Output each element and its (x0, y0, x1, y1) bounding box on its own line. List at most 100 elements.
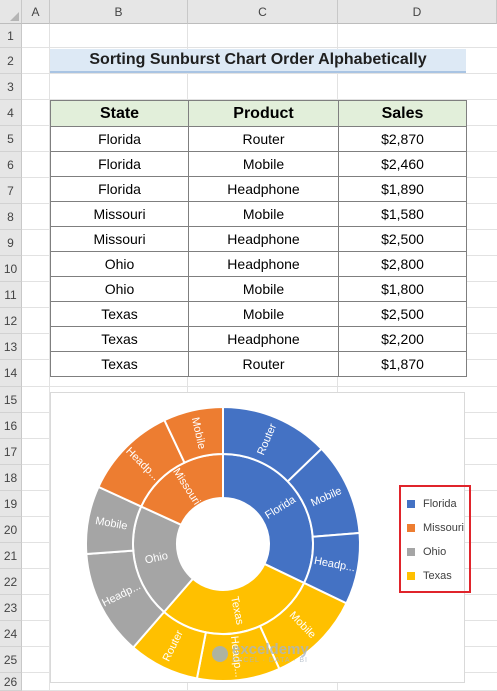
legend-item-ohio: Ohio (407, 545, 446, 559)
product-cell[interactable]: Mobile (188, 201, 339, 227)
row-header[interactable]: 24 (0, 621, 22, 647)
state-cell[interactable]: Florida (50, 176, 189, 202)
row-header[interactable]: 21 (0, 543, 22, 569)
sheet-title[interactable]: Sorting Sunburst Chart Order Alphabetica… (50, 49, 466, 73)
row-header[interactable]: 18 (0, 465, 22, 491)
exceldemy-logo-icon (212, 645, 228, 662)
legend-label: Missouri (423, 522, 464, 534)
table-row: Missouri Mobile $1,580 (50, 201, 467, 227)
legend-item-missouri: Missouri (407, 521, 464, 535)
state-cell[interactable]: Texas (50, 326, 189, 352)
legend-swatch (407, 572, 415, 580)
row-header[interactable]: 19 (0, 491, 22, 517)
chart-legend[interactable]: Florida Missouri Ohio Texas (399, 485, 471, 593)
product-cell[interactable]: Mobile (188, 276, 339, 302)
state-cell[interactable]: Florida (50, 126, 189, 152)
row-header[interactable]: 2 (0, 48, 22, 74)
product-cell[interactable]: Mobile (188, 151, 339, 177)
row-header[interactable]: 16 (0, 413, 22, 439)
column-header-c[interactable]: C (188, 0, 338, 24)
column-header-b[interactable]: B (50, 0, 188, 24)
sales-cell[interactable]: $2,500 (338, 301, 467, 327)
state-cell[interactable]: Florida (50, 151, 189, 177)
sales-table: State Product Sales Florida Router $2,870 F… (50, 100, 467, 377)
row-header[interactable]: 5 (0, 126, 22, 152)
row-header[interactable]: 26 (0, 673, 22, 691)
table-header-row: State Product Sales (50, 100, 467, 127)
legend-swatch (407, 500, 415, 508)
sales-cell[interactable]: $2,870 (338, 126, 467, 152)
gridline (22, 73, 497, 74)
legend-swatch (407, 548, 415, 556)
table-row: Florida Router $2,870 (50, 126, 467, 152)
state-cell[interactable]: Texas (50, 351, 189, 377)
legend-label: Florida (423, 498, 457, 510)
state-cell[interactable]: Ohio (50, 276, 189, 302)
row-header[interactable]: 4 (0, 100, 22, 126)
row-header[interactable]: 12 (0, 308, 22, 334)
row-header[interactable]: 9 (0, 230, 22, 256)
row-header[interactable]: 13 (0, 334, 22, 360)
row-header[interactable]: 20 (0, 517, 22, 543)
sales-cell[interactable]: $1,890 (338, 176, 467, 202)
row-header[interactable]: 14 (0, 360, 22, 387)
table-row: Ohio Headphone $2,800 (50, 251, 467, 277)
row-header[interactable]: 8 (0, 204, 22, 230)
product-cell[interactable]: Router (188, 126, 339, 152)
state-cell[interactable]: Missouri (50, 201, 189, 227)
header-sales[interactable]: Sales (338, 100, 467, 127)
legend-item-florida: Florida (407, 497, 457, 511)
exceldemy-watermark: exceldemy EXCEL · DATA · BI (212, 641, 309, 664)
table-row: Texas Router $1,870 (50, 351, 467, 377)
sunburst-label: Headp... (228, 635, 245, 678)
sales-cell[interactable]: $2,800 (338, 251, 467, 277)
state-cell[interactable]: Texas (50, 301, 189, 327)
watermark-tagline: EXCEL · DATA · BI (232, 657, 308, 664)
sunburst-chart[interactable]: Florida Router Mobile Headp... Texas Mobile He… (50, 392, 465, 683)
legend-label: Ohio (423, 546, 447, 558)
sunburst-label: Texas (228, 595, 246, 626)
sales-cell[interactable]: $2,500 (338, 226, 467, 252)
row-header[interactable]: 17 (0, 439, 22, 465)
product-cell[interactable]: Headphone (188, 226, 339, 252)
row-header[interactable]: 1 (0, 24, 22, 48)
row-header[interactable]: 3 (0, 74, 22, 100)
header-state[interactable]: State (50, 100, 189, 127)
row-header[interactable]: 15 (0, 387, 22, 413)
select-all-corner[interactable] (0, 0, 22, 24)
row-header[interactable]: 25 (0, 647, 22, 673)
state-cell[interactable]: Missouri (50, 226, 189, 252)
product-cell[interactable]: Headphone (188, 176, 339, 202)
gridline (22, 99, 497, 100)
column-header-a[interactable]: A (22, 0, 50, 24)
header-product[interactable]: Product (188, 100, 339, 127)
table-row: Florida Headphone $1,890 (50, 176, 467, 202)
sales-cell[interactable]: $1,870 (338, 351, 467, 377)
row-header[interactable]: 11 (0, 282, 22, 308)
gridline (22, 386, 497, 387)
row-header[interactable]: 10 (0, 256, 22, 282)
sunburst-label: Ohio (144, 550, 169, 567)
row-header[interactable]: 6 (0, 152, 22, 178)
row-header[interactable]: 7 (0, 178, 22, 204)
sunburst-outer-segment[interactable] (163, 405, 224, 464)
legend-item-texas: Texas (407, 569, 452, 583)
product-cell[interactable]: Router (188, 351, 339, 377)
table-row: Texas Headphone $2,200 (50, 326, 467, 352)
gridline (49, 24, 50, 691)
product-cell[interactable]: Headphone (188, 326, 339, 352)
sales-cell[interactable]: $2,460 (338, 151, 467, 177)
watermark-name: exceldemy (232, 641, 309, 658)
sales-cell[interactable]: $1,580 (338, 201, 467, 227)
product-cell[interactable]: Mobile (188, 301, 339, 327)
table-row: Missouri Headphone $2,500 (50, 226, 467, 252)
state-cell[interactable]: Ohio (50, 251, 189, 277)
sales-cell[interactable]: $1,800 (338, 276, 467, 302)
sales-cell[interactable]: $2,200 (338, 326, 467, 352)
row-header[interactable]: 23 (0, 595, 22, 621)
product-cell[interactable]: Headphone (188, 251, 339, 277)
column-header-d[interactable]: D (338, 0, 497, 24)
gridline (22, 47, 497, 48)
row-header[interactable]: 22 (0, 569, 22, 595)
